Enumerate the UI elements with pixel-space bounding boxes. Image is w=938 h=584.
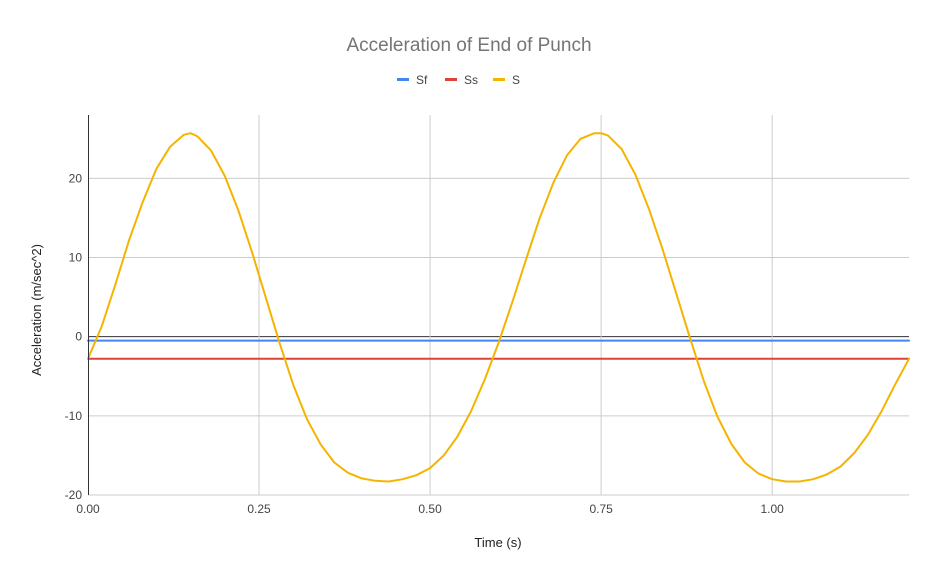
y-tick-label: 0	[75, 330, 82, 344]
chart-title: Acceleration of End of Punch	[346, 35, 591, 56]
legend-label-sf: Sf	[416, 73, 428, 87]
legend-label-ss: Ss	[464, 73, 478, 87]
y-tick-label: -20	[65, 488, 83, 502]
y-tick-label: -10	[65, 409, 83, 423]
y-axis-ticks: -20 -10 0 10 20	[65, 171, 83, 502]
x-tick-label: 0.00	[76, 502, 100, 516]
x-axis-ticks: 0.00 0.25 0.50 0.75 1.00	[76, 502, 784, 516]
series-lines	[87, 132, 910, 483]
legend-swatch-s	[493, 78, 505, 81]
grid-lines	[88, 115, 909, 496]
x-tick-label: 0.25	[247, 502, 271, 516]
x-tick-label: 0.75	[589, 502, 613, 516]
y-tick-label: 10	[69, 251, 83, 265]
legend-swatch-ss	[445, 78, 457, 81]
y-axis-label: Acceleration (m/sec^2)	[29, 244, 44, 376]
legend: Sf Ss S	[397, 73, 520, 87]
legend-label-s: S	[512, 73, 520, 87]
x-tick-label: 1.00	[760, 502, 784, 516]
x-axis-label: Time (s)	[474, 535, 521, 550]
series-line-s	[87, 132, 910, 483]
legend-swatch-sf	[397, 78, 409, 81]
y-tick-label: 20	[69, 171, 83, 185]
x-tick-label: 0.50	[418, 502, 442, 516]
